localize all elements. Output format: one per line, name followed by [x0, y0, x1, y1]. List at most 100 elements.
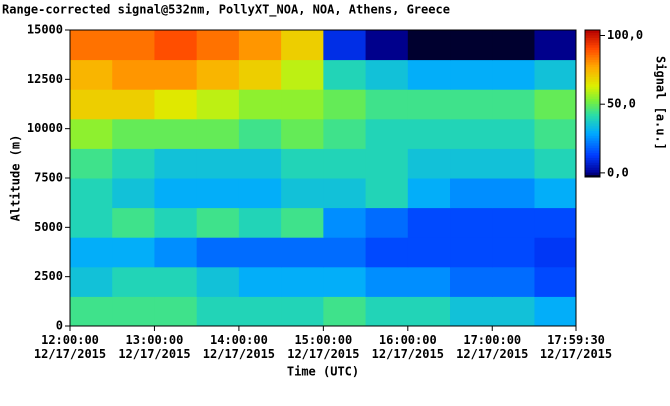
colorbar-segment [585, 71, 600, 75]
colorbar-segment [585, 81, 600, 85]
heatmap-cell [492, 148, 535, 179]
heatmap-cell [534, 89, 576, 120]
heatmap-cell [70, 148, 113, 179]
colorbar-segment [585, 169, 600, 173]
heatmap-cell [281, 207, 324, 238]
colorbar-segment [585, 150, 600, 153]
colorbar-segment [585, 130, 600, 134]
heatmap-cell [323, 207, 367, 238]
heatmap-cell [534, 296, 576, 326]
heatmap-cell [492, 178, 535, 209]
colorbar-segment [585, 91, 600, 95]
heatmap-cell [365, 59, 409, 90]
colorbar-segment [585, 93, 600, 97]
heatmap-cell [450, 118, 493, 149]
heatmap-cell [450, 89, 493, 120]
heatmap-cell [365, 30, 409, 61]
heatmap-cell [365, 178, 409, 209]
colorbar-segment [585, 54, 600, 58]
heatmap-cell [534, 178, 576, 209]
colorbar-segment [585, 135, 600, 139]
colorbar-segment [585, 140, 600, 144]
colorbar-segment [585, 113, 600, 117]
y-tick-label: 5000 [34, 220, 63, 234]
x-axis-label: Time (UTC) [287, 365, 359, 379]
heatmap-cell [492, 30, 535, 61]
heatmap-cell [323, 59, 367, 90]
colorbar-segment [585, 103, 600, 107]
heatmap-cell [492, 237, 535, 268]
heatmap-cell [196, 59, 240, 90]
heatmap-cell [407, 207, 451, 238]
heatmap-cell [112, 296, 155, 326]
heatmap-cell [154, 266, 198, 297]
heatmap-cell [238, 178, 282, 209]
colorbar-segment [585, 132, 600, 136]
x-tick-label: 17:00:00 12/17/2015 [456, 333, 528, 361]
heatmap-cell [112, 207, 155, 238]
heatmap-cell [281, 118, 324, 149]
colorbar-segment [585, 76, 600, 80]
colorbar-segment [585, 52, 600, 55]
colorbar-segment [585, 74, 600, 78]
heatmap-cell [154, 118, 198, 149]
colorbar-segment [585, 162, 600, 166]
chart-title: Range-corrected signal@532nm, PollyXT_NO… [2, 3, 450, 18]
colorbar-tick-label: 100,0 [607, 28, 643, 42]
heatmap-cell [281, 296, 324, 326]
colorbar-frame [584, 29, 601, 178]
colorbar-segment [585, 42, 600, 46]
heatmap-cell [281, 59, 324, 90]
heatmap-cell [70, 89, 113, 120]
heatmap-cell [112, 237, 155, 268]
heatmap-cell [365, 207, 409, 238]
heatmap-cell [323, 237, 367, 268]
colorbar-segment [585, 61, 600, 65]
heatmap-cell [365, 237, 409, 268]
colorbar-segment [585, 142, 600, 146]
heatmap-cell [238, 296, 282, 326]
heatmap-cell [323, 148, 367, 179]
heatmap-cell [281, 178, 324, 209]
colorbar-segment [585, 88, 600, 92]
heatmap-cell [70, 30, 113, 61]
heatmap-cell [450, 266, 493, 297]
y-tick-label: 2500 [34, 269, 63, 283]
heatmap-cell [407, 148, 451, 179]
heatmap-cell [196, 266, 240, 297]
heatmap-cell [492, 89, 535, 120]
colorbar-segment [585, 64, 600, 68]
colorbar-segment [585, 172, 600, 176]
colorbar-segment [585, 98, 600, 102]
heatmap-cell [238, 59, 282, 90]
heatmap-cell [154, 89, 198, 120]
heatmap-cell [70, 237, 113, 268]
heatmap-cell [154, 237, 198, 268]
x-tick-label: 15:00:00 12/17/2015 [287, 333, 359, 361]
colorbar-segment [585, 110, 600, 114]
heatmap-cell [196, 207, 240, 238]
heatmap-cell [323, 178, 367, 209]
heatmap-cell [407, 237, 451, 268]
heatmap-cell [112, 148, 155, 179]
heatmap-cell [450, 296, 493, 326]
heatmap-cell [365, 296, 409, 326]
y-axis-label: Altitude (m) [9, 135, 23, 222]
heatmap-cell [196, 118, 240, 149]
heatmap-cell [238, 148, 282, 179]
colorbar-segment [585, 34, 600, 38]
colorbar-segment [585, 59, 600, 63]
heatmap-cell [154, 148, 198, 179]
heatmap-cell [407, 266, 451, 297]
heatmap-cell [154, 59, 198, 90]
heatmap-cell [196, 178, 240, 209]
heatmap-cell [154, 207, 198, 238]
heatmap-cell [196, 148, 240, 179]
heatmap-cell [281, 30, 324, 61]
heatmap-cell [407, 178, 451, 209]
heatmap-cell [112, 266, 155, 297]
heatmap-cell [154, 296, 198, 326]
heatmap-cell [323, 30, 367, 61]
colorbar-segment [585, 118, 600, 122]
